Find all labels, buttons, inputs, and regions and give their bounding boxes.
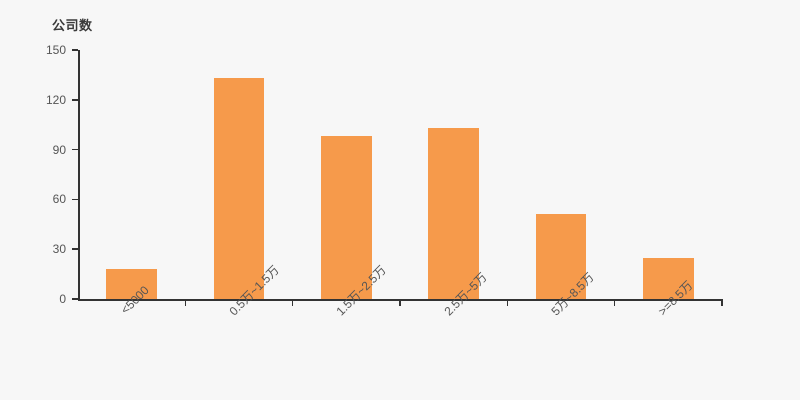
y-axis-tick-label: 90 <box>52 142 66 157</box>
x-axis-line <box>78 299 723 301</box>
y-axis-tick <box>72 248 78 250</box>
bar[interactable] <box>213 78 265 299</box>
y-axis-tick <box>72 148 78 151</box>
bar[interactable] <box>321 136 372 299</box>
x-axis-tick <box>506 300 509 306</box>
y-axis-tick-label: 120 <box>45 92 66 107</box>
y-axis-line <box>78 50 80 300</box>
x-axis-tick <box>184 300 187 306</box>
y-axis-tick <box>72 198 78 201</box>
bar[interactable] <box>106 269 157 299</box>
y-axis-tick-label: 30 <box>52 242 66 257</box>
plot-area <box>78 50 722 299</box>
x-axis-tick <box>721 300 723 306</box>
chart-title: 公司数 <box>52 18 93 33</box>
x-axis-tick <box>613 300 616 306</box>
y-axis-tick-label: 0 <box>59 292 66 306</box>
y-axis-tick <box>72 49 78 51</box>
x-axis-tick <box>291 300 294 306</box>
x-axis-tick <box>399 300 401 306</box>
y-axis-tick-label: 60 <box>52 192 66 207</box>
y-axis-tick <box>72 99 78 101</box>
y-axis-tick <box>72 298 78 300</box>
bar[interactable] <box>535 214 587 299</box>
y-axis-tick-label: 150 <box>45 43 66 57</box>
bar[interactable] <box>643 257 694 299</box>
bar[interactable] <box>428 128 479 299</box>
